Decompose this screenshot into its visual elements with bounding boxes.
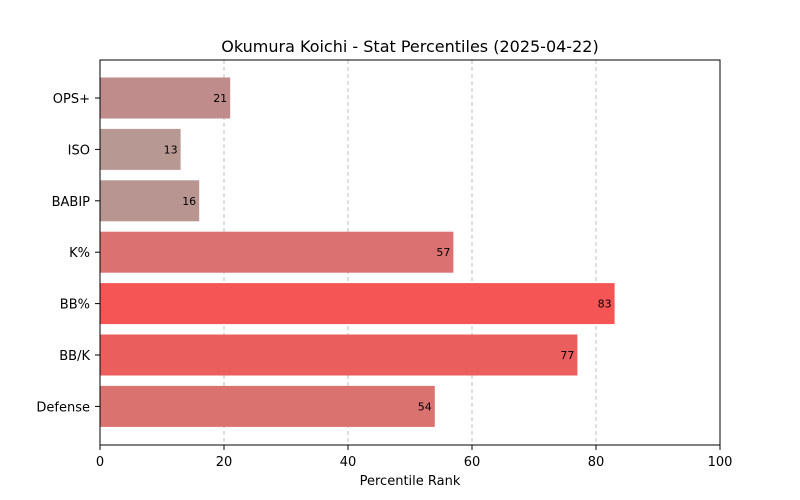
y-tick-label: BB/K	[59, 349, 90, 364]
y-axis-ticks: OPS+ ISO BABIP K% BB% BB/K Defense	[36, 92, 100, 415]
x-tick-label: 60	[464, 455, 481, 470]
y-tick-label: BABIP	[52, 195, 91, 210]
chart-title: Okumura Koichi - Stat Percentiles (2025-…	[221, 37, 598, 56]
bar-K%	[100, 231, 454, 273]
x-tick-label: 20	[216, 455, 233, 470]
x-tick-label: 0	[96, 455, 104, 470]
data-labels: 21 13 16 57 83 77 54	[164, 92, 612, 413]
bar-BABIP	[100, 180, 200, 222]
data-label: 83	[598, 298, 612, 311]
x-axis-ticks: 0 20 40 60 80 100	[96, 445, 733, 470]
data-label: 21	[213, 92, 227, 105]
bars	[100, 77, 615, 427]
y-tick-label: ISO	[68, 143, 90, 158]
bar-ISO	[100, 128, 181, 170]
data-label: 77	[560, 349, 574, 362]
bar-OPS+	[100, 77, 231, 119]
data-label: 16	[182, 195, 196, 208]
x-axis-label: Percentile Rank	[360, 474, 461, 489]
x-tick-label: 40	[340, 455, 357, 470]
bar-BB%	[100, 283, 615, 325]
bar-BB/K	[100, 334, 578, 376]
bar-Defense	[100, 385, 435, 427]
y-tick-label: K%	[69, 246, 90, 261]
y-tick-label: OPS+	[53, 92, 90, 107]
x-tick-label: 80	[588, 455, 605, 470]
y-tick-label: Defense	[36, 400, 90, 415]
x-tick-label: 100	[708, 455, 733, 470]
y-tick-label: BB%	[60, 298, 90, 313]
data-label: 57	[436, 246, 450, 259]
data-label: 54	[418, 400, 432, 413]
data-label: 13	[164, 143, 178, 156]
